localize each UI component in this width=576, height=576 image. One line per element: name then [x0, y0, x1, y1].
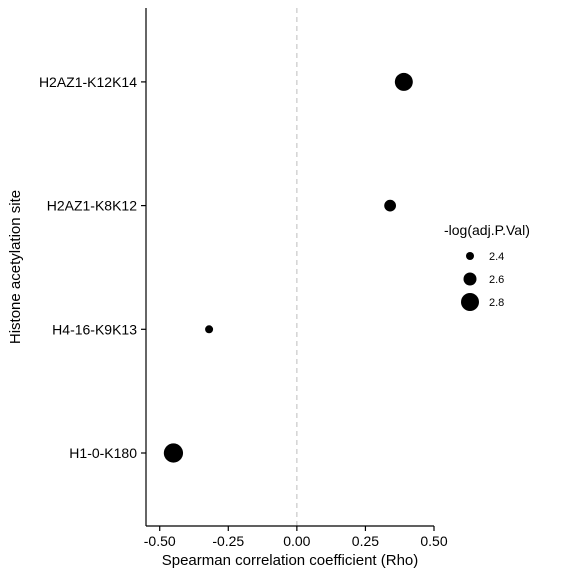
data-point: [384, 199, 396, 212]
data-point: [205, 325, 214, 334]
legend-title: -log(adj.P.Val): [444, 222, 530, 238]
x-tick-label: 0.50: [420, 533, 447, 549]
legend-key: [466, 252, 474, 260]
y-tick-label: H2AZ1-K8K12: [47, 198, 137, 214]
x-tick-label: -0.25: [212, 533, 244, 549]
x-tick-label: -0.50: [144, 533, 176, 549]
legend-key: [461, 293, 479, 311]
points-layer: [163, 72, 413, 463]
y-tick-label: H2AZ1-K12K14: [39, 74, 137, 90]
x-tick-label: 0.00: [283, 533, 310, 549]
legend-key: [463, 272, 477, 286]
x-tick-label: 0.25: [352, 533, 379, 549]
legend-label: 2.6: [489, 274, 504, 286]
legend-label: 2.4: [489, 251, 504, 263]
legend-entries: 2.4 2.6 2.8: [461, 251, 504, 311]
y-tick-label: H1-0-K180: [69, 445, 137, 461]
x-axis-title: Spearman correlation coefficient (Rho): [162, 552, 419, 569]
x-axis-ticks: -0.50 -0.25 0.00 0.25 0.50: [144, 526, 448, 549]
y-axis-ticks: H1-0-K180 H4-16-K9K13 H2AZ1-K8K12 H2AZ1-K12…: [39, 74, 146, 461]
data-point: [394, 72, 413, 91]
size-legend: -log(adj.P.Val) 2.4 2.6 2.8: [444, 222, 530, 311]
y-tick-label: H4-16-K9K13: [52, 321, 137, 337]
data-point: [163, 443, 184, 463]
legend-label: 2.8: [489, 297, 504, 309]
y-axis-title: Histone acetylation site: [7, 190, 24, 344]
